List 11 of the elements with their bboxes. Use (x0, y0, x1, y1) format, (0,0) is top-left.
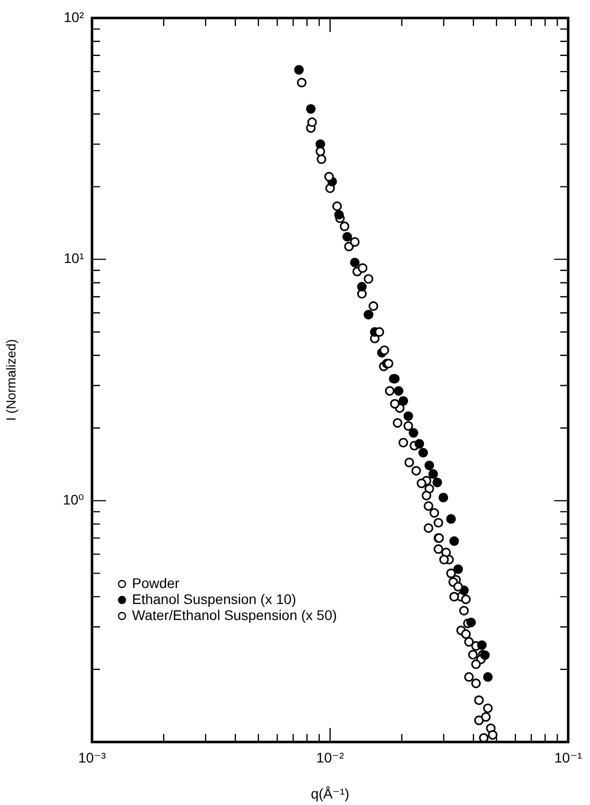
x-tick-label: 10⁻² (316, 749, 344, 766)
legend-label: Ethanol Suspension (x 10) (132, 590, 296, 607)
y-axis-title: I (Normalized) (3, 339, 18, 421)
legend-label: Powder (132, 574, 180, 591)
y-tick-label: 10² (64, 8, 84, 25)
x-axis-title: q(Å⁻¹) (310, 785, 350, 802)
legend-label: Water/Ethanol Suspension (x 50) (132, 606, 337, 623)
x-tick-label: 10⁻¹ (554, 749, 582, 766)
y-tick-label: 10¹ (64, 250, 84, 266)
y-tick-label: 10⁰ (62, 492, 84, 508)
x-tick-label: 10⁻³ (78, 749, 106, 766)
